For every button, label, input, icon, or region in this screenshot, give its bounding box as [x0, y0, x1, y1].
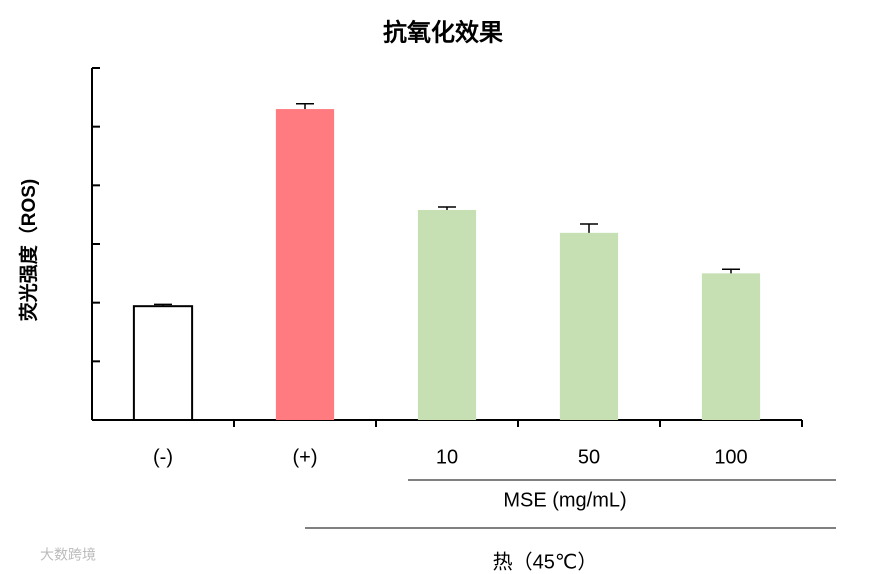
bar	[559, 232, 619, 420]
x-tick-label: 100	[714, 446, 747, 468]
chart-title: 抗氧化效果	[383, 18, 503, 46]
group-label: 热（45℃）	[493, 550, 598, 573]
bar	[417, 209, 477, 420]
watermark: 大数跨境	[40, 547, 96, 563]
bar	[132, 305, 194, 422]
x-tick-label: 50	[578, 446, 600, 468]
group-label: MSE (mg/mL)	[503, 489, 626, 511]
x-tick-label: (-)	[153, 446, 173, 468]
bar	[275, 109, 335, 421]
bar	[701, 273, 761, 420]
y-axis-label: 荧光强度（ROS)	[17, 179, 40, 322]
x-tick-label: (+)	[293, 446, 318, 468]
x-tick-label: 10	[436, 446, 458, 468]
